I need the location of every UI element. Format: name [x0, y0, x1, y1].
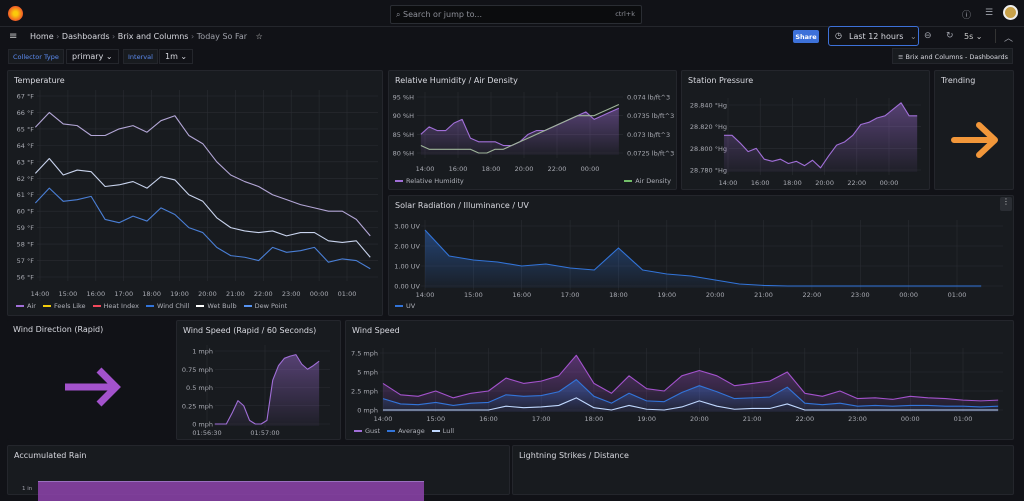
legend-item[interactable]: Air — [16, 302, 36, 310]
avatar[interactable] — [1003, 5, 1018, 20]
variable-label-interval: Interval — [123, 49, 158, 64]
rss-icon[interactable]: ☰ — [985, 8, 994, 18]
legend-item[interactable]: Average — [387, 427, 425, 435]
legend-label: Gust — [365, 427, 381, 435]
legend-item[interactable]: Feels Like — [42, 302, 86, 310]
legend-label: Heat Index — [103, 302, 139, 310]
legend: Air Feels Like Heat Index Wind Chill Wet Bul… — [16, 302, 287, 310]
legend-item[interactable]: Wet Bulb — [196, 302, 237, 310]
panel-station-pressure: Station Pressure — [681, 70, 930, 190]
legend-item[interactable]: Gust — [354, 427, 380, 435]
legend-item[interactable]: Heat Index — [92, 302, 139, 310]
legend-label: Dew Point — [254, 302, 288, 310]
breadcrumb-current: Today So Far — [196, 32, 248, 41]
legend-label: Feels Like — [53, 302, 86, 310]
wind-direction-arrow-icon — [65, 367, 121, 407]
clock-icon: ◷ — [835, 31, 842, 40]
divider — [995, 29, 996, 43]
trending-arrow-icon — [951, 122, 998, 158]
panel-temperature: Temperature Air Feels Like Heat Index Wind … — [7, 70, 383, 316]
legend-item[interactable]: Lull — [431, 427, 455, 435]
breadcrumb-home[interactable]: Home — [30, 32, 54, 41]
legend-swatch — [243, 305, 252, 307]
breadcrumb-dashboards[interactable]: Dashboards — [61, 32, 110, 41]
legend-item[interactable]: Wind Chill — [145, 302, 190, 310]
help-icon[interactable]: ⓘ — [962, 11, 972, 21]
time-range-picker[interactable]: ◷ Last 12 hours ⌄ — [828, 26, 919, 46]
legend: Gust Average Lull — [354, 427, 454, 435]
interval-select[interactable]: 1m ⌄ — [159, 49, 194, 64]
legend-label: Air — [27, 302, 36, 310]
breadcrumb-folder[interactable]: Brix and Columns — [117, 32, 189, 41]
legend-swatch — [16, 305, 24, 307]
legend: Relative Humidity Air Density — [395, 177, 671, 185]
legend-item[interactable]: Relative Humidity — [395, 177, 464, 185]
panel-title: Lightning Strikes / Distance — [519, 451, 629, 460]
collector-type-select[interactable]: primary ⌄ — [66, 49, 119, 64]
panel-wind-speed: Wind Speed Gust Average Lull — [345, 320, 1014, 440]
zoom-out-icon[interactable]: ⊖ — [924, 31, 932, 41]
variable-label-collector-type: Collector Type — [8, 49, 64, 64]
search-input[interactable]: ⌕ Search or jump to... ctrl+k — [390, 5, 642, 24]
collapse-chevron-icon[interactable]: ︿ — [1004, 34, 1014, 44]
panel-title: Temperature — [14, 76, 65, 85]
legend-swatch — [196, 305, 205, 307]
legend-swatch — [92, 305, 101, 307]
refresh-interval-picker[interactable]: 5s ⌄ — [964, 32, 983, 41]
panel-title: Relative Humidity / Air Density — [395, 76, 518, 85]
legend-label: Air Density — [635, 177, 671, 185]
panel-title: Accumulated Rain — [14, 451, 87, 460]
panel-title: Wind Direction (Rapid) — [13, 325, 104, 334]
chevron-down-icon: ⌄ — [909, 32, 917, 41]
legend-swatch — [624, 180, 633, 182]
search-icon: ⌕ — [396, 10, 404, 19]
panel-wind-direction: Wind Direction (Rapid) — [7, 320, 171, 440]
panel-menu-button[interactable]: ⋮ — [1000, 197, 1012, 211]
legend-label: Relative Humidity — [406, 177, 464, 185]
rain-bar — [38, 481, 424, 501]
panel-title: Wind Speed (Rapid / 60 Seconds) — [183, 326, 317, 335]
menu-icon[interactable]: ≡ — [9, 31, 18, 42]
panel-title: Solar Radiation / Illuminance / UV — [395, 201, 529, 210]
grafana-logo-icon[interactable] — [8, 6, 23, 21]
panel-title: Wind Speed — [352, 326, 400, 335]
legend-item[interactable]: Dew Point — [243, 302, 288, 310]
dashboards-link[interactable]: ≡ Brix and Columns - Dashboards — [892, 48, 1013, 64]
breadcrumb: Home › Dashboards › Brix and Columns › T… — [30, 32, 263, 41]
nav-bar — [0, 27, 1024, 47]
panel-title: Station Pressure — [688, 76, 754, 85]
legend-label: Average — [398, 427, 425, 435]
panel-accumulated-rain: Accumulated Rain 1 in — [7, 445, 510, 501]
legend-item[interactable]: Air Density — [624, 177, 671, 185]
panel-lightning: Lightning Strikes / Distance — [512, 445, 1014, 495]
refresh-icon[interactable]: ↻ — [946, 31, 954, 41]
legend-label: UV — [406, 302, 416, 310]
legend-swatch — [395, 180, 403, 182]
panel-title: Trending — [941, 76, 976, 85]
panel-humidity: Relative Humidity / Air Density Relative… — [388, 70, 677, 190]
legend-label: Lull — [442, 427, 455, 435]
legend-swatch — [395, 305, 403, 307]
legend-label: Wind Chill — [156, 302, 190, 310]
star-icon[interactable]: ☆ — [255, 32, 263, 41]
search-shortcut: ctrl+k — [615, 10, 635, 18]
panel-trending: Trending — [934, 70, 1014, 190]
legend-label: Wet Bulb — [207, 302, 237, 310]
legend-swatch — [387, 430, 396, 432]
y-tick: 1 in — [22, 486, 33, 492]
panel-solar: Solar Radiation / Illuminance / UV UV — [388, 195, 1014, 316]
legend-swatch — [145, 305, 154, 307]
share-button[interactable]: Share — [793, 30, 819, 43]
legend: UV — [395, 302, 415, 310]
legend-swatch — [354, 430, 362, 432]
legend-swatch — [431, 430, 440, 432]
legend-swatch — [42, 305, 51, 307]
legend-item[interactable]: UV — [395, 302, 415, 310]
panel-wind-rapid: Wind Speed (Rapid / 60 Seconds) — [176, 320, 341, 440]
